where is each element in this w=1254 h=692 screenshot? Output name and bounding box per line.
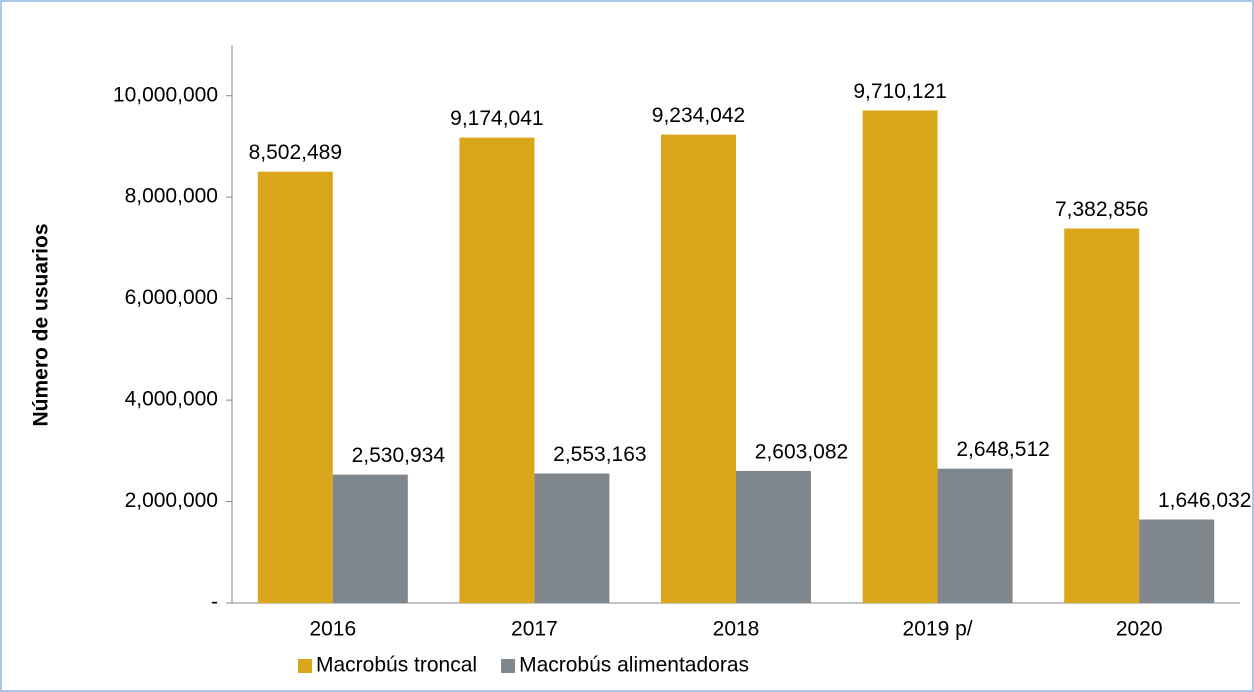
value-label: 9,234,042 <box>652 104 745 127</box>
y-tick-label: 8,000,000 <box>125 185 218 208</box>
bar <box>332 474 408 603</box>
y-axis-title: Número de usuarios <box>30 223 53 426</box>
value-label: 1,646,032 <box>1158 489 1251 512</box>
value-label: 8,502,489 <box>249 141 342 164</box>
y-tick-label: - <box>211 591 218 614</box>
bar <box>661 134 736 604</box>
y-tick-label: 6,000,000 <box>125 286 218 309</box>
x-tick-label: 2016 <box>309 618 356 641</box>
bar <box>534 473 610 603</box>
bar <box>736 470 811 603</box>
legend-swatch <box>298 659 312 673</box>
y-tick-label: 4,000,000 <box>125 388 218 411</box>
x-tick-label: 2020 <box>1116 618 1163 641</box>
legend-label: Macrobús troncal <box>316 654 477 677</box>
bar <box>257 171 333 603</box>
x-tick-label: 2019 p/ <box>903 618 973 641</box>
legend-swatch <box>501 659 516 673</box>
y-tick-label: 2,000,000 <box>125 489 218 512</box>
bar <box>1064 228 1140 603</box>
value-label: 2,648,512 <box>956 438 1049 461</box>
bar <box>1139 519 1215 603</box>
value-label: 2,603,082 <box>755 440 848 463</box>
bar <box>862 110 938 604</box>
value-label: 2,553,163 <box>553 443 646 466</box>
value-label: 2,530,934 <box>352 444 446 467</box>
value-label: 9,710,121 <box>853 80 946 103</box>
legend-label: Macrobús alimentadoras <box>519 654 749 677</box>
bar <box>459 137 535 603</box>
y-tick-label: 10,000,000 <box>113 83 218 106</box>
x-tick-label: 2018 <box>713 618 760 641</box>
value-label: 9,174,041 <box>450 107 543 130</box>
x-tick-label: 2017 <box>511 618 558 641</box>
bar <box>937 468 1013 603</box>
value-label: 7,382,856 <box>1055 198 1148 221</box>
